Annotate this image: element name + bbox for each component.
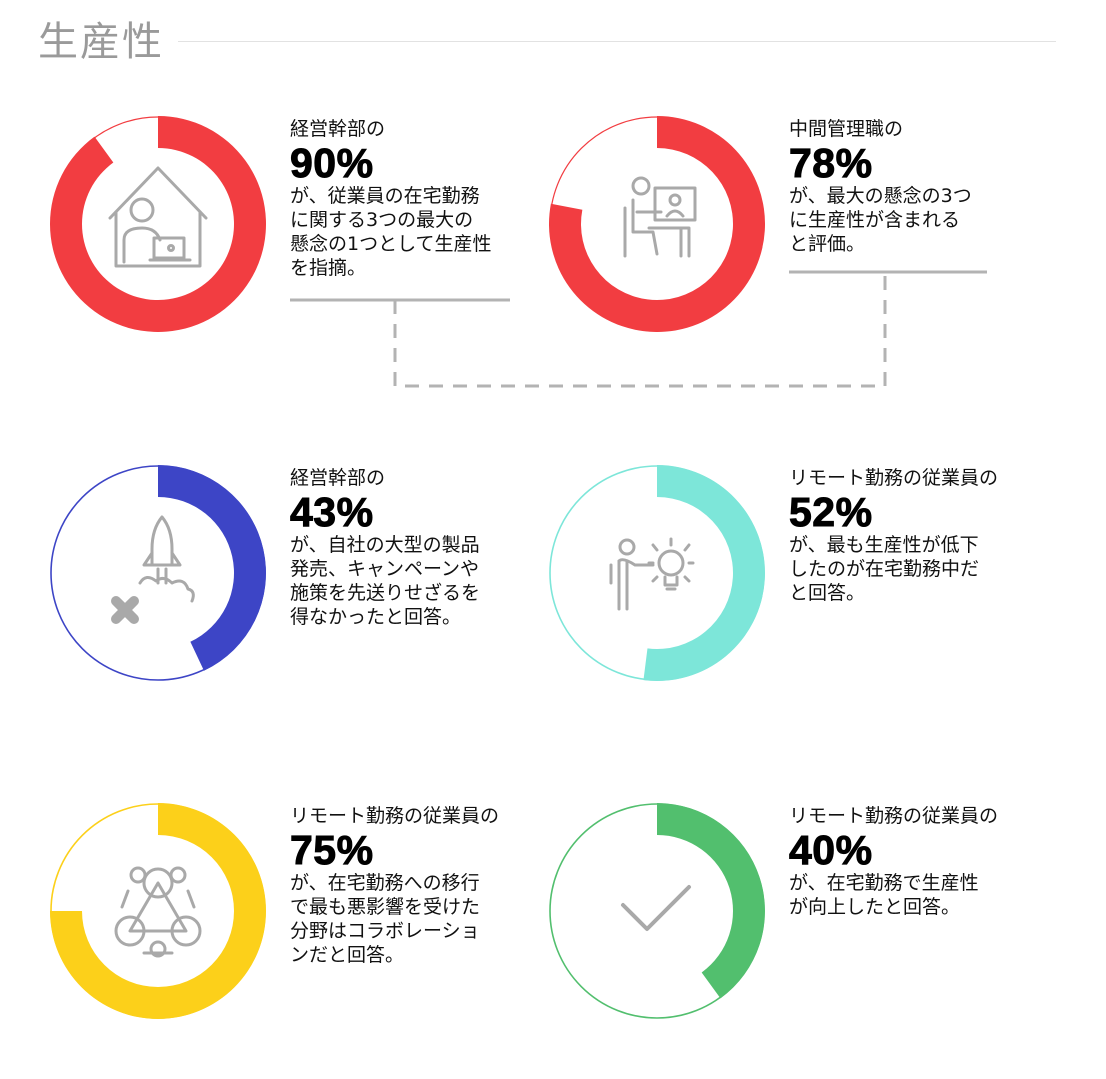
stat-description: が、自社の大型の製品 発売、キャンペーンや 施策を先送りせざるを 得なかったと回…: [290, 533, 565, 629]
checkmark-icon: [621, 885, 691, 931]
description-line: 発売、キャンペーンや: [290, 558, 480, 580]
description-line: を指摘。: [290, 257, 367, 279]
description-line: が、在宅勤務で生産性: [789, 872, 979, 894]
stat-subject: リモート勤務の従業員の: [789, 467, 999, 489]
description-line: が、従業員の在宅勤務: [290, 185, 480, 207]
rocket-launch-cancelled-icon: [111, 515, 195, 624]
description-line: 懸念の1つとして生産性: [290, 233, 492, 255]
stat-subject: リモート勤務の従業員の: [290, 805, 500, 827]
description-line: が、在宅勤務への移行: [290, 872, 480, 894]
person-presenting-idea-icon: [609, 537, 695, 611]
stat-percent: 78%: [789, 140, 873, 186]
description-line: と評価。: [789, 233, 866, 255]
stat-percent: 75%: [290, 827, 374, 873]
description-line: と回答。: [789, 582, 866, 604]
donut-chart: [549, 116, 765, 332]
description-line: したのが在宅勤務中だ: [789, 558, 980, 580]
stat-card-middle-managers-productivity: 中間管理職の 78% が、最大の懸念の3つ に生産性が含まれる と評価。: [549, 116, 1069, 356]
stat-subject: 中間管理職の: [789, 118, 904, 140]
stat-percent: 43%: [290, 489, 374, 535]
stat-description: が、在宅勤務への移行 で最も悪影響を受けた 分野はコラボレーショ ンだと回答。: [290, 871, 565, 967]
description-line: が向上したと回答。: [789, 896, 961, 918]
stat-card-remote-productivity-gain: リモート勤務の従業員の 40% が、在宅勤務で生産性 が向上したと回答。: [549, 803, 1069, 1043]
stat-description: が、最大の懸念の3つ に生産性が含まれる と評価。: [789, 184, 1064, 256]
description-line: 分野はコラボレーショ: [290, 920, 480, 942]
title-divider: [178, 41, 1056, 42]
description-line: が、最大の懸念の3つ: [789, 185, 972, 207]
donut-chart: [549, 803, 765, 1019]
stat-subject: リモート勤務の従業員の: [789, 805, 999, 827]
donut-value-segment: [50, 116, 266, 332]
team-collaboration-icon: [114, 866, 202, 958]
donut-chart: [549, 465, 765, 681]
donut-chart: [50, 116, 266, 332]
stat-card-remote-productivity-drop: リモート勤務の従業員の 52% が、最も生産性が低下 したのが在宅勤務中だ と回…: [549, 465, 1069, 705]
stat-description: が、最も生産性が低下 したのが在宅勤務中だ と回答。: [789, 533, 1064, 605]
donut-value-segment: [158, 465, 266, 671]
stat-subject: 経営幹部の: [290, 467, 386, 489]
description-line: で最も悪影響を受けた: [290, 896, 481, 918]
donut-chart: [50, 803, 266, 1019]
description-line: が、自社の大型の製品: [290, 534, 480, 556]
donut-value-segment: [50, 803, 266, 1019]
donut-value-segment: [549, 116, 765, 332]
stat-subject: 経営幹部の: [290, 118, 386, 140]
person-at-video-call-desk-icon: [623, 176, 697, 258]
stat-percent: 40%: [789, 827, 873, 873]
page-title: 生産性: [38, 19, 164, 65]
person-working-at-home-icon: [108, 166, 208, 268]
description-line: 得なかったと回答。: [290, 606, 462, 628]
donut-value-segment: [657, 803, 765, 999]
stat-card-remote-collaboration: リモート勤務の従業員の 75% が、在宅勤務への移行 で最も悪影響を受けた 分野…: [50, 803, 570, 1043]
description-line: ンだと回答。: [290, 944, 405, 966]
stat-card-executives-productivity: 経営幹部の 90% が、従業員の在宅勤務 に関する3つの最大の 懸念の1つとして…: [50, 116, 570, 356]
donut-value-segment: [643, 465, 765, 681]
donut-chart: [50, 465, 266, 681]
description-line: 施策を先送りせざるを: [290, 582, 481, 604]
description-line: が、最も生産性が低下: [789, 534, 979, 556]
stat-card-executives-delayed-launches: 経営幹部の 43% が、自社の大型の製品 発売、キャンペーンや 施策を先送りせざ…: [50, 465, 570, 705]
stat-percent: 52%: [789, 489, 873, 535]
stat-description: が、従業員の在宅勤務 に関する3つの最大の 懸念の1つとして生産性 を指摘。: [290, 184, 565, 280]
stat-description: が、在宅勤務で生産性 が向上したと回答。: [789, 871, 1064, 919]
description-line: に関する3つの最大の: [290, 209, 474, 231]
description-line: に生産性が含まれる: [789, 209, 961, 231]
dashed-link: [393, 272, 887, 388]
stat-percent: 90%: [290, 140, 374, 186]
